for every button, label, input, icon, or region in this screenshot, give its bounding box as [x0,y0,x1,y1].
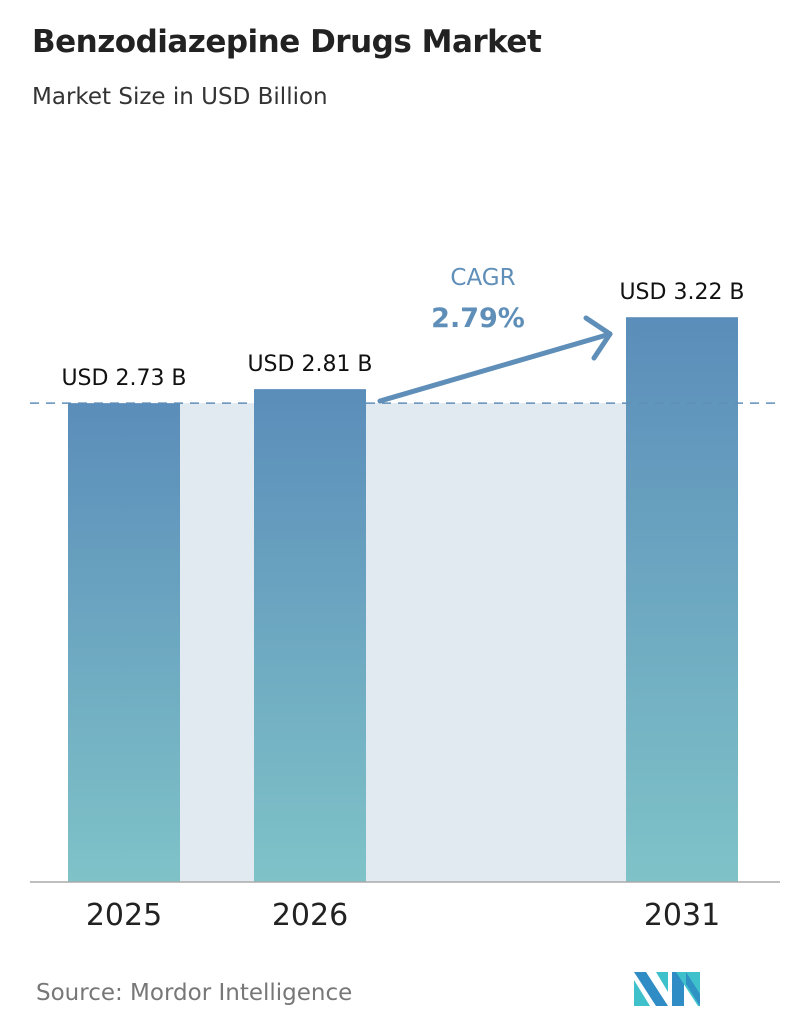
bar-chart: USD 2.73 B 2025 USD 2.81 B 2026 USD 3.22 B 20… [30,265,780,933]
cagr-label: CAGR [450,265,515,291]
cagr-arrow-icon [377,315,613,404]
x-tick-label-2031: 2031 [644,898,720,933]
data-label-2026: USD 2.81 B [247,352,372,377]
source-text: Source: Mordor Intelligence [36,980,353,1006]
bar-2025 [68,403,180,882]
bar-2026 [254,389,366,882]
data-label-2031: USD 3.22 B [619,280,744,305]
x-tick-label-2026: 2026 [272,898,348,933]
chart-title: Benzodiazepine Drugs Market [32,24,542,60]
bar-2031 [626,317,738,882]
x-tick-label-2025: 2025 [86,898,162,933]
mordor-intelligence-logo [634,972,700,1006]
data-label-2025: USD 2.73 B [61,366,186,391]
chart-subtitle: Market Size in USD Billion [32,84,328,110]
cagr-value: 2.79% [431,303,525,334]
